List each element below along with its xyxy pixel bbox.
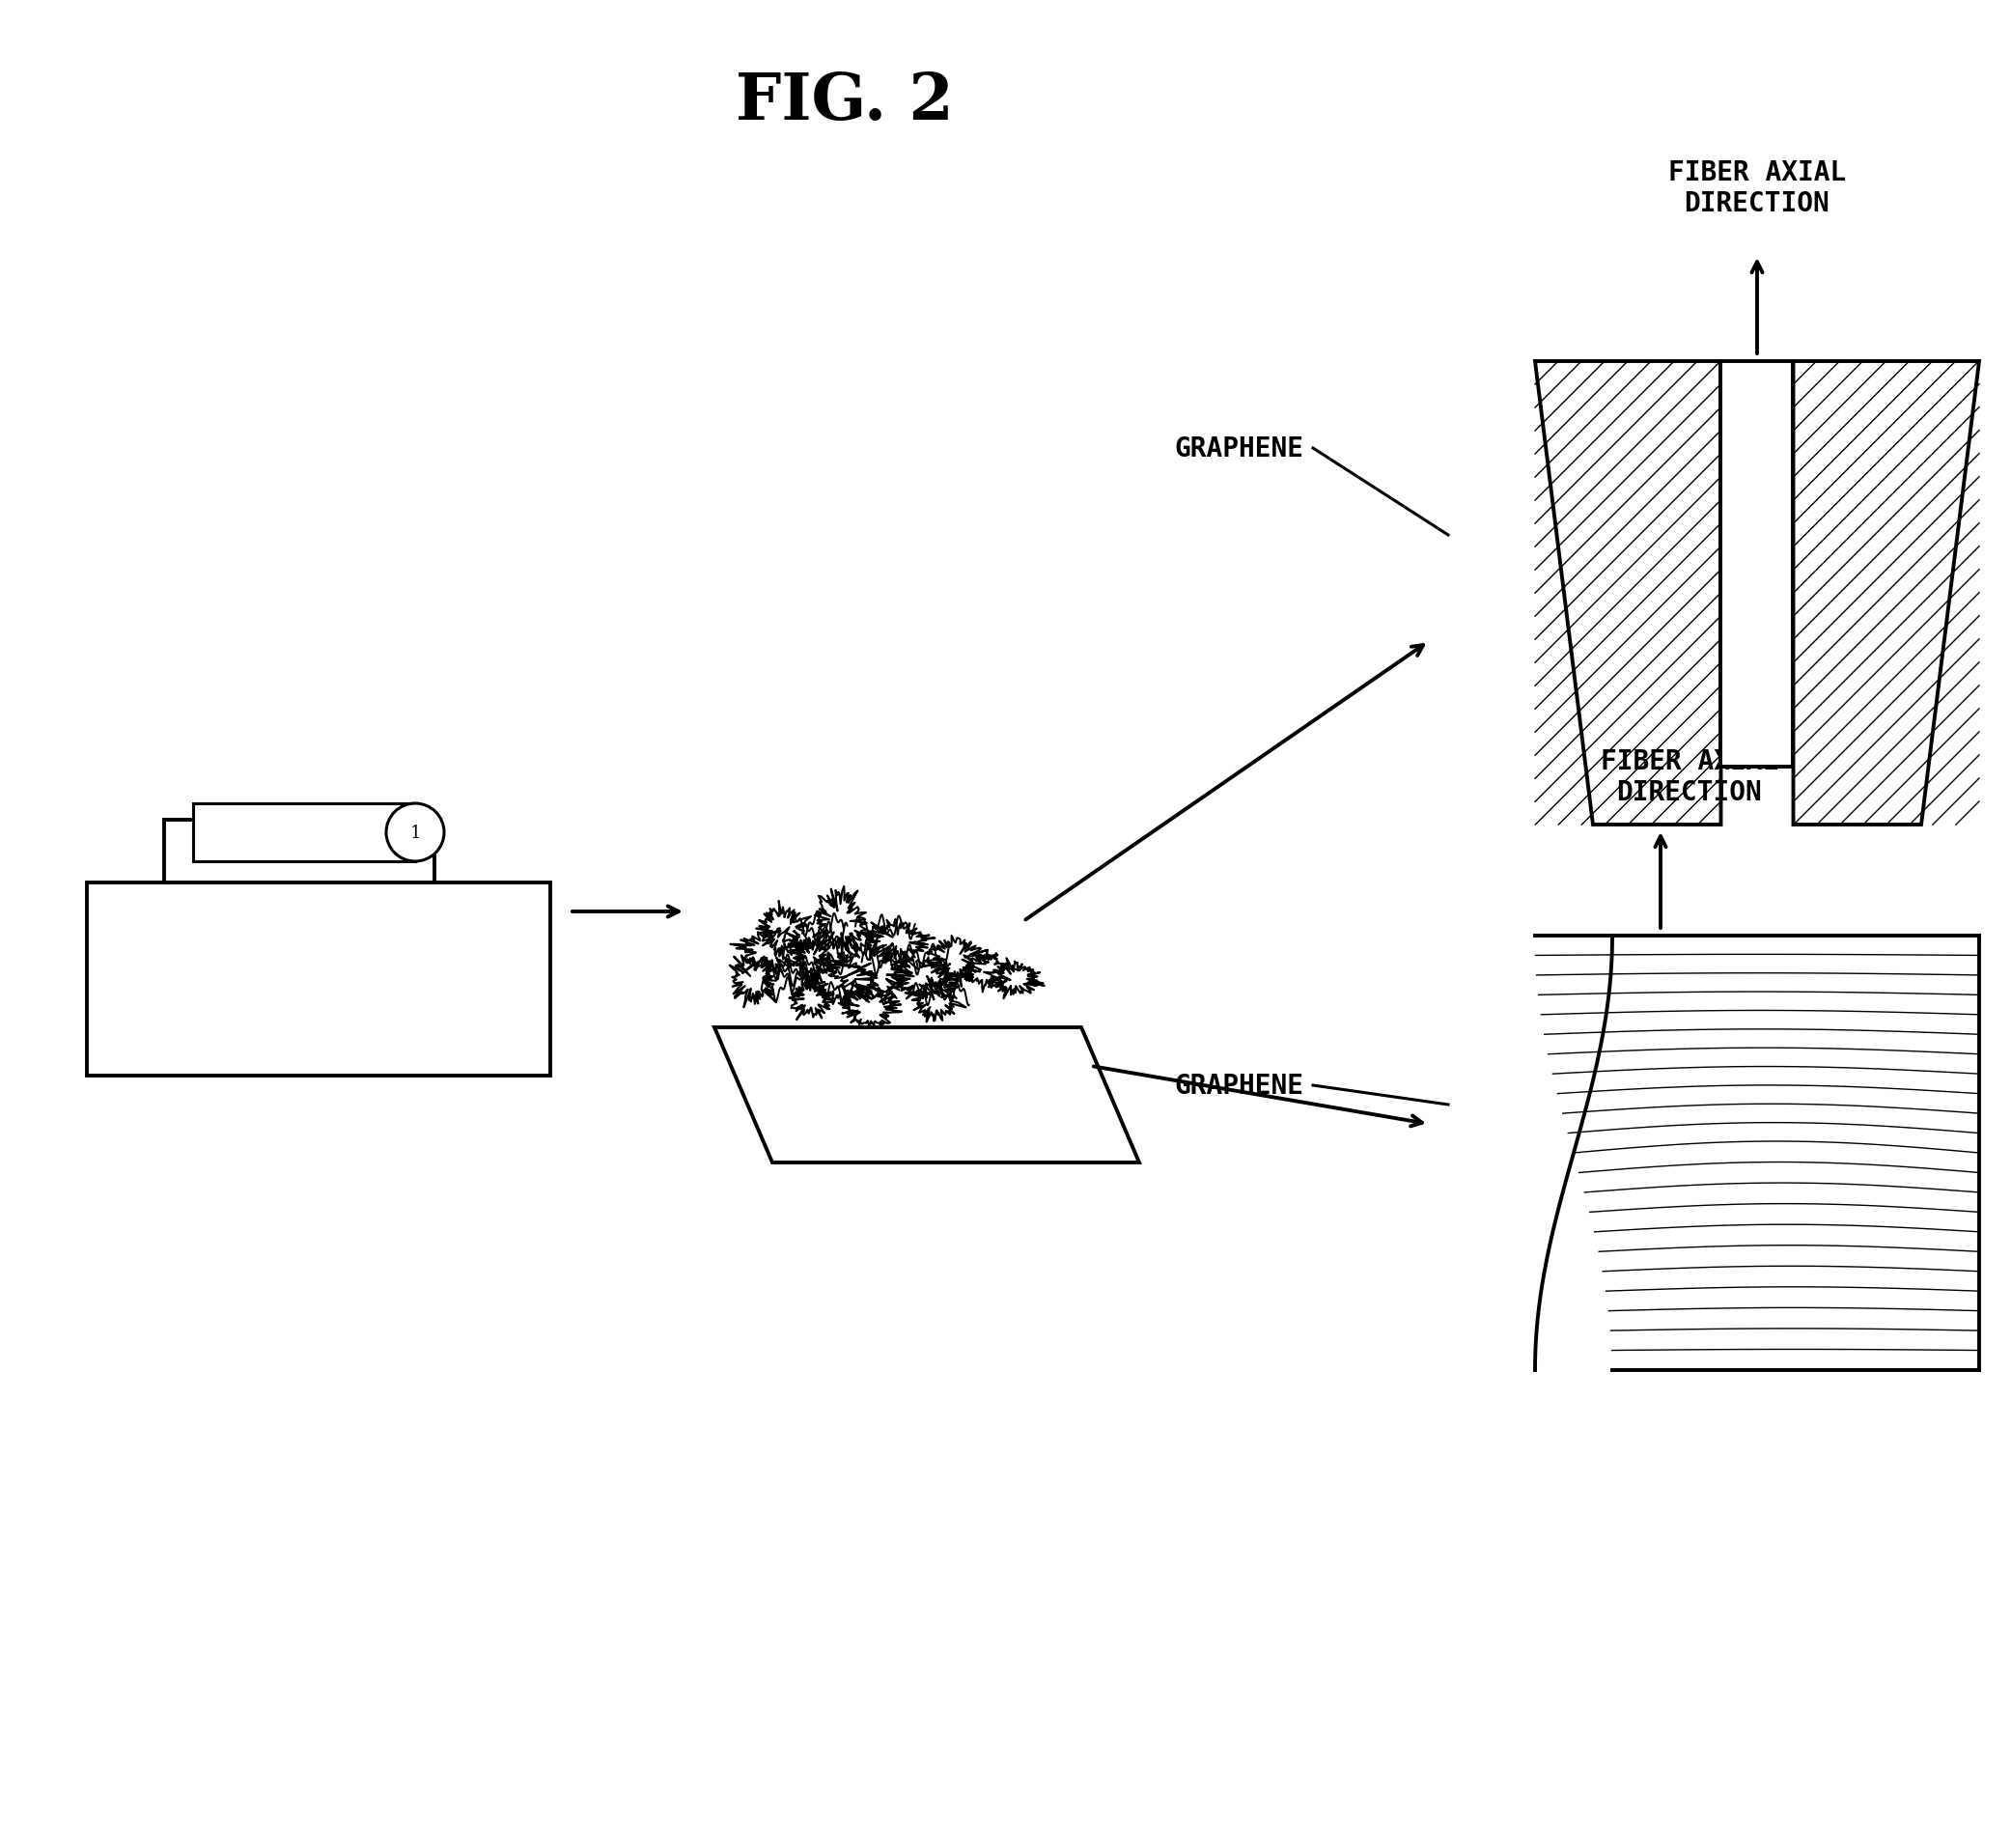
Text: FIBER AXIAL
DIRECTION: FIBER AXIAL DIRECTION [1669, 159, 1846, 216]
Bar [193, 804, 414, 861]
Text: GRAPHENE: GRAPHENE [1174, 1072, 1303, 1100]
Text: GRAPHENE: GRAPHENE [1174, 436, 1303, 462]
Bar [86, 883, 551, 1076]
Bar [1721, 362, 1794, 767]
Text: 1: 1 [410, 824, 420, 841]
Bar [165, 821, 434, 883]
Text: FIG. 2: FIG. 2 [736, 70, 953, 133]
Circle shape [386, 804, 444, 861]
Text: FIBER AXIAL
DIRECTION: FIBER AXIAL DIRECTION [1601, 747, 1778, 806]
Polygon shape [714, 1027, 1138, 1162]
